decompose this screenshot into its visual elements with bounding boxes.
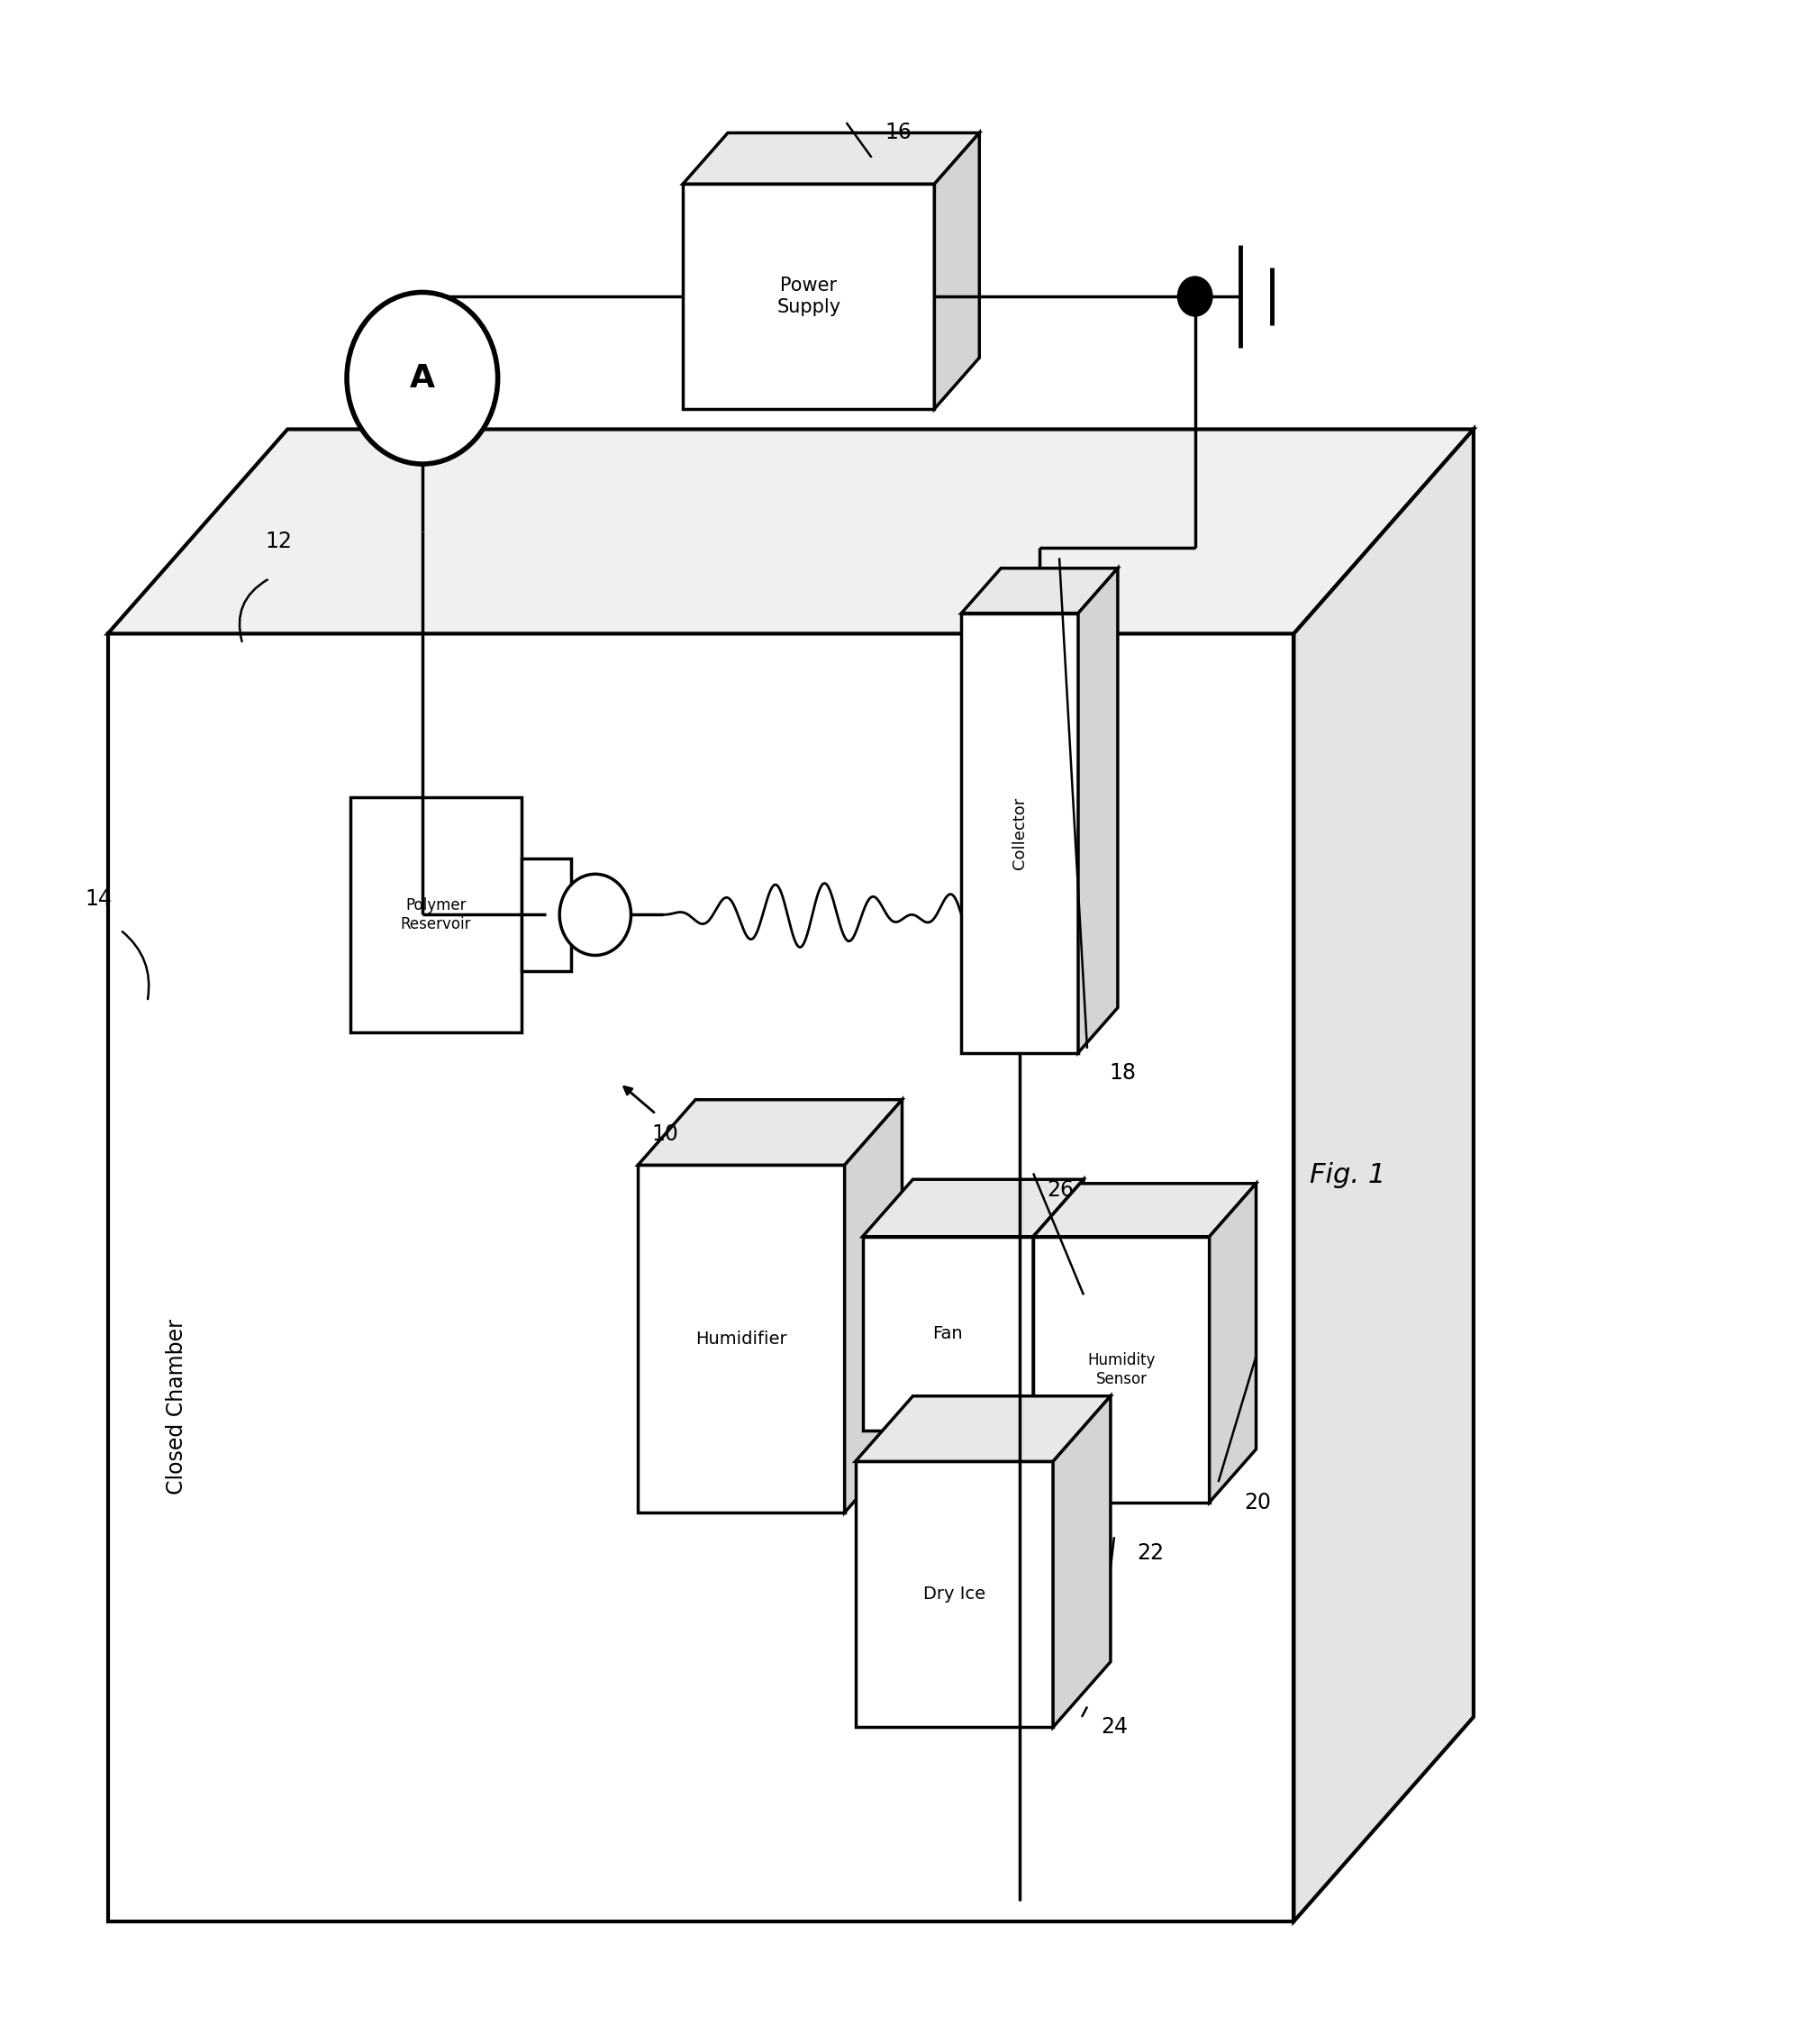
Text: 22: 22 [1136,1543,1164,1564]
Text: Closed Chamber: Closed Chamber [165,1318,187,1494]
Text: Fig. 1: Fig. 1 [1310,1163,1385,1188]
Polygon shape [863,1179,1084,1237]
Text: 24: 24 [1100,1717,1129,1737]
Text: 14: 14 [86,889,111,910]
Polygon shape [934,133,979,409]
Polygon shape [1209,1183,1256,1502]
Polygon shape [683,184,934,409]
Polygon shape [1053,1396,1111,1727]
Polygon shape [961,613,1078,1053]
Polygon shape [521,858,571,971]
Text: 20: 20 [1244,1492,1272,1513]
Polygon shape [1294,429,1474,1921]
Text: 10: 10 [652,1124,677,1145]
Text: 12: 12 [266,531,291,552]
Text: 16: 16 [886,123,911,143]
Circle shape [1177,276,1213,317]
Text: A: A [410,364,435,392]
Text: Fan: Fan [933,1325,963,1343]
Circle shape [347,292,498,464]
Text: Polymer
Reservoir: Polymer Reservoir [401,897,471,932]
Polygon shape [350,797,521,1032]
Polygon shape [108,429,1474,634]
Text: Power
Supply: Power Supply [776,276,841,317]
Text: Collector: Collector [1012,797,1028,869]
Polygon shape [1033,1237,1209,1502]
Polygon shape [845,1100,902,1513]
Text: 26: 26 [1046,1179,1075,1200]
Polygon shape [1033,1179,1084,1431]
Polygon shape [1033,1183,1256,1237]
Polygon shape [108,634,1294,1921]
Polygon shape [683,133,979,184]
Polygon shape [855,1461,1053,1727]
Polygon shape [961,568,1118,613]
Text: Humidifier: Humidifier [695,1331,787,1347]
Circle shape [559,875,631,955]
Text: Dry Ice: Dry Ice [924,1586,985,1602]
Polygon shape [638,1100,902,1165]
Text: Humidity
Sensor: Humidity Sensor [1087,1351,1155,1388]
Polygon shape [863,1237,1033,1431]
Polygon shape [1078,568,1118,1053]
Polygon shape [855,1396,1111,1461]
Text: 18: 18 [1109,1063,1138,1083]
Polygon shape [638,1165,845,1513]
